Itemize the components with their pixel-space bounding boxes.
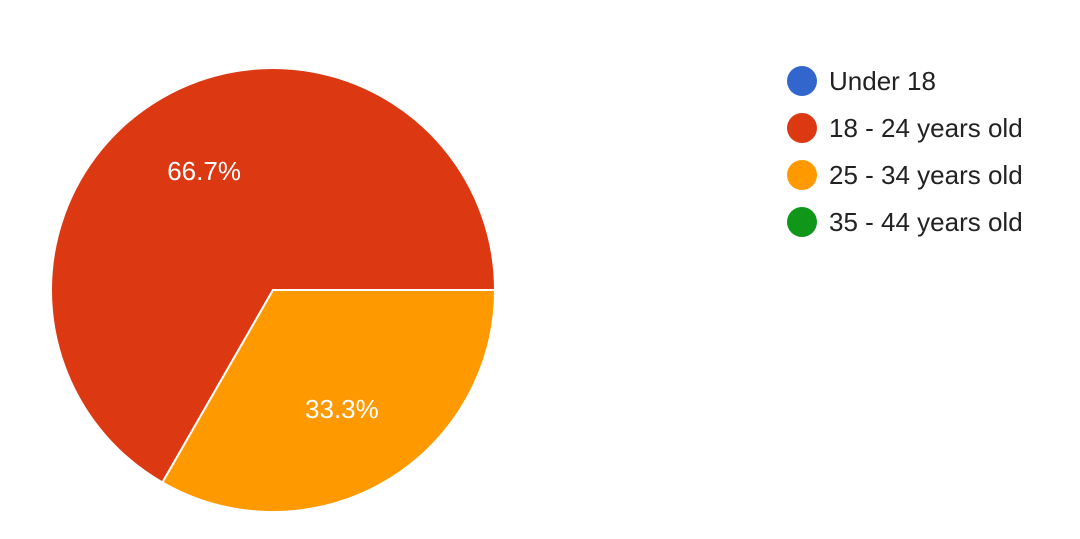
pie-slice-2: [161, 289, 496, 513]
legend-label-1: 18 - 24 years old: [829, 113, 1023, 143]
legend: Under 18 18 - 24 years old 25 - 34 years o…: [787, 66, 1023, 237]
pie-slices: [50, 67, 496, 513]
legend-item-0[interactable]: Under 18: [787, 66, 936, 96]
legend-swatch-3: [787, 207, 817, 237]
legend-item-2[interactable]: 25 - 34 years old: [787, 160, 1023, 190]
legend-swatch-0: [787, 66, 817, 96]
legend-label-3: 35 - 44 years old: [829, 207, 1023, 237]
slice-label-1: 66.7%: [167, 156, 241, 186]
legend-label-0: Under 18: [829, 66, 936, 96]
slice-label-2: 33.3%: [305, 394, 379, 424]
legend-item-1[interactable]: 18 - 24 years old: [787, 113, 1023, 143]
legend-item-3[interactable]: 35 - 44 years old: [787, 207, 1023, 237]
legend-label-2: 25 - 34 years old: [829, 160, 1023, 190]
legend-swatch-2: [787, 160, 817, 190]
pie-slice-1: [50, 67, 496, 484]
legend-swatch-1: [787, 113, 817, 143]
pie-slice-labels: 66.7% 33.3%: [167, 156, 379, 424]
